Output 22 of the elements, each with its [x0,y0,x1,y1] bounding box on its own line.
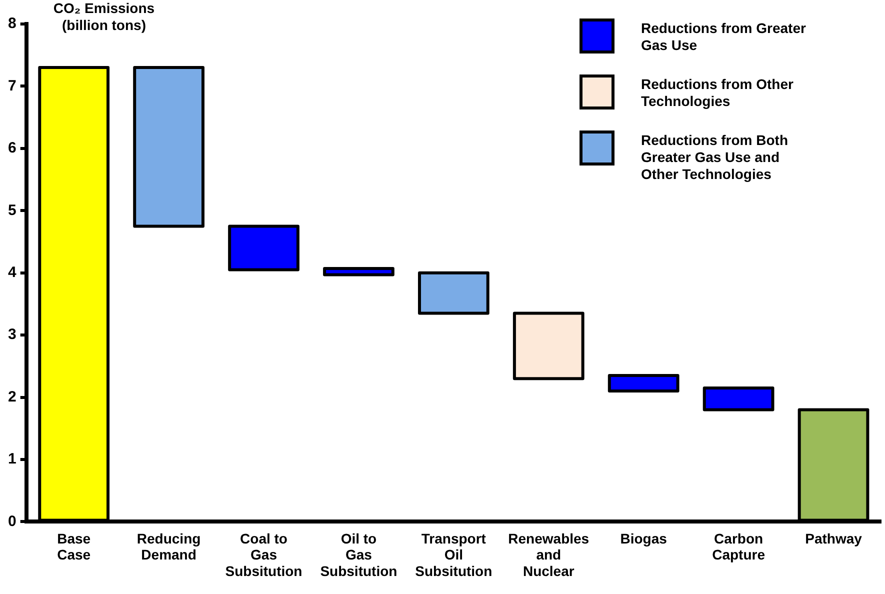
y-tick-label: 6 [8,140,16,157]
x-tick-label: Pathway [805,530,862,547]
y-tick-label: 3 [8,326,16,344]
y-tick-label: 1 [8,450,16,468]
x-tick-label: Carbon Capture [712,530,766,563]
y-tick-label: 5 [8,202,16,219]
x-tick-label: Coal to Gas Subsitution [225,530,302,579]
x-tick-label: Base Case [57,530,91,563]
x-tick-label: Transport Oil Subsitution [415,530,492,579]
x-tick-label: Renewables and Nuclear [508,530,590,579]
legend-label: Reductions from Greater Gas Use [641,20,806,53]
y-tick-label: 8 [8,15,16,32]
y-tick-label: 7 [8,77,16,94]
y-tick-label: 2 [8,388,16,406]
legend-label: Reductions from Other Technologies [641,76,794,109]
y-tick-label: 0 [8,512,16,530]
y-axis-title: CO₂ Emissions (billion tons) [52,0,156,34]
legend-label: Reductions from Both Greater Gas Use and Other Technologies [641,132,788,182]
y-tick-label: 4 [8,264,17,281]
x-tick-label: Biogas [620,530,668,547]
x-tick-label: Reducing Demand [136,530,201,563]
x-tick-label: Oil to Gas Subsitution [320,530,398,579]
